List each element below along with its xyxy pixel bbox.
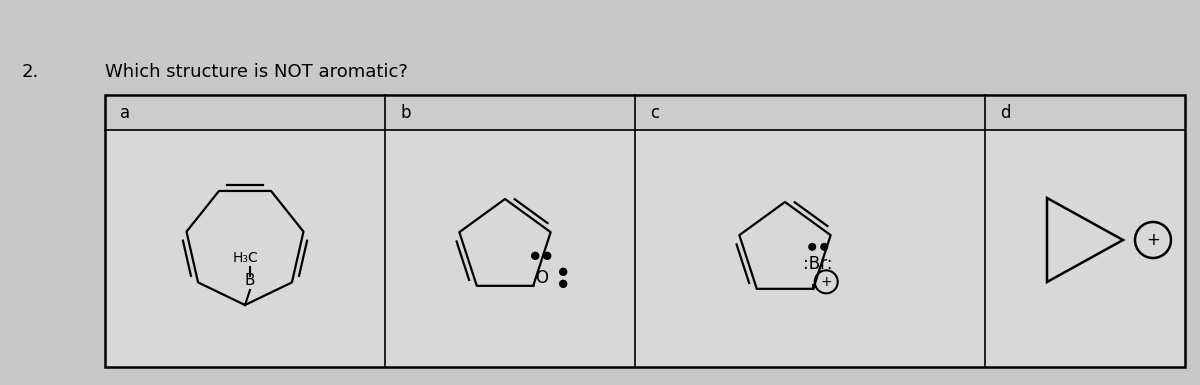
Text: +: + (821, 275, 832, 289)
Circle shape (559, 280, 566, 287)
Circle shape (809, 244, 816, 250)
Bar (106, 95, 1186, 367)
Text: :Br:: :Br: (804, 255, 833, 273)
Text: B: B (245, 273, 256, 288)
Text: b: b (400, 104, 410, 122)
Text: c: c (650, 104, 659, 122)
Circle shape (821, 244, 828, 250)
Text: a: a (120, 104, 130, 122)
Text: 2.: 2. (22, 63, 40, 81)
Text: +: + (1146, 231, 1160, 249)
Bar (106, 95, 1186, 130)
Text: d: d (1000, 104, 1010, 122)
Circle shape (559, 268, 566, 275)
Bar (106, 95, 1186, 367)
Circle shape (532, 252, 539, 259)
Text: Which structure is NOT aromatic?: Which structure is NOT aromatic? (106, 63, 408, 81)
Text: O: O (535, 269, 547, 287)
Circle shape (544, 252, 551, 259)
Text: H₃C: H₃C (232, 251, 258, 265)
